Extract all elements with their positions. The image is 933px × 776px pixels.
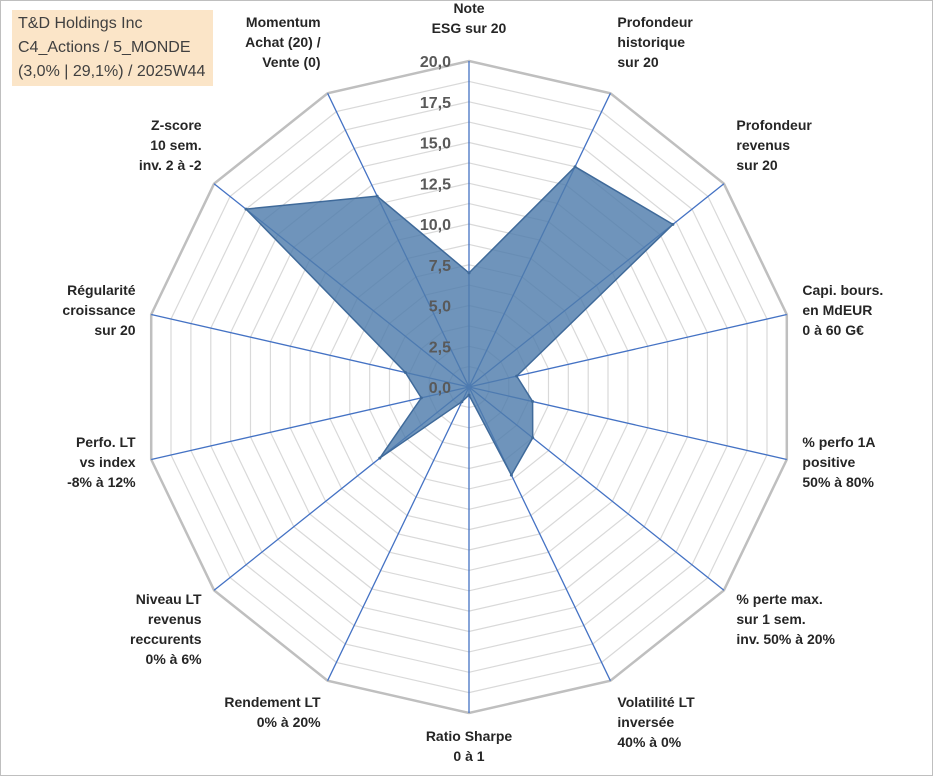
radial-tick-labels: 0,0 2,5 5,0 7,5 10,0 12,5 15,0 17,5 20,0	[420, 54, 451, 397]
spoke-axis	[327, 386, 470, 681]
series-point	[375, 194, 379, 198]
company-name: T&D Holdings Inc	[18, 15, 143, 32]
series-point	[244, 207, 248, 211]
series-point	[467, 271, 471, 275]
series-point	[509, 473, 513, 477]
series-point	[671, 222, 675, 226]
series-point	[403, 371, 407, 374]
category-label-line: 0 à 1	[453, 748, 484, 764]
series-point	[531, 400, 535, 403]
portfolio-name: C4_Actions / 5_MONDE	[18, 39, 191, 56]
category-label-line: sur 20	[94, 322, 135, 338]
spoke-axis	[151, 386, 470, 461]
category-label-line: Achat (20) /	[245, 34, 321, 50]
tick-label: 20,0	[420, 54, 451, 71]
category-label: Régularité croissance sur 20	[62, 282, 135, 338]
stock-info-box: T&D Holdings Inc C4_Actions / 5_MONDE (3…	[12, 10, 214, 86]
category-label: Volatilité LT inversée 40% à 0%	[617, 694, 695, 750]
category-label: Momentum Achat (20) / Vente (0)	[245, 14, 321, 70]
category-label-line: Volatilité LT	[617, 694, 695, 710]
category-label-line: Capi. bours.	[802, 282, 883, 298]
tick-label: 15,0	[420, 136, 451, 153]
category-label-line: inv. 2 à -2	[139, 157, 202, 173]
category-label-line: % perfo 1A	[802, 434, 875, 450]
category-label-line: revenus	[148, 611, 202, 627]
category-label: % perfo 1A positive 50% à 80%	[802, 434, 875, 490]
category-label-line: reccurents	[130, 631, 202, 647]
category-label-line: vs index	[80, 454, 136, 470]
series-point	[460, 400, 464, 404]
category-label-line: Rendement LT	[224, 694, 321, 710]
tick-label: 17,5	[420, 95, 451, 112]
tick-label: 0,0	[429, 380, 451, 397]
category-label-line: 0% à 20%	[257, 714, 321, 730]
category-label: Ratio Sharpe 0 à 1	[426, 728, 513, 764]
tick-label: 2,5	[429, 339, 451, 356]
spoke-axis	[468, 313, 787, 388]
portfolio-stats: (3,0% | 29,1%) / 2025W44	[18, 63, 206, 80]
category-label-line: 50% à 80%	[802, 474, 874, 490]
category-label-line: 40% à 0%	[617, 734, 681, 750]
category-label-line: sur 20	[736, 157, 777, 173]
category-label-line: 0% à 6%	[146, 651, 203, 667]
category-label: Capi. bours. en MdEUR 0 à 60 G€	[802, 282, 883, 338]
category-label-line: 0 à 60 G€	[802, 322, 864, 338]
category-label-line: Profondeur	[736, 117, 812, 133]
category-label-line: Z-score	[151, 117, 202, 133]
category-label-line: inv. 50% à 20%	[736, 631, 835, 647]
category-label-line: revenus	[736, 137, 790, 153]
category-labels: Note ESG sur 20 Profondeur historique sur 20…	[62, 0, 883, 764]
category-label-line: Profondeur	[617, 14, 693, 30]
radar-series	[244, 165, 675, 477]
category-label-line: Ratio Sharpe	[426, 728, 513, 744]
category-label-line: croissance	[62, 302, 135, 318]
category-label-line: inversée	[617, 714, 674, 730]
series-point	[531, 436, 535, 440]
category-label-line: Perfo. LT	[76, 434, 136, 450]
category-label-line: sur 20	[617, 54, 658, 70]
category-label: Z-score 10 sem. inv. 2 à -2	[139, 117, 202, 173]
category-label-line: en MdEUR	[802, 302, 872, 318]
category-label-line: Régularité	[67, 282, 136, 298]
category-label-line: 10 sem.	[150, 137, 201, 153]
tick-label: 7,5	[429, 258, 451, 275]
category-label: Note ESG sur 20	[432, 0, 507, 36]
category-label: Perfo. LT vs index -8% à 12%	[67, 434, 136, 490]
category-label-line: -8% à 12%	[67, 474, 136, 490]
category-label: Rendement LT 0% à 20%	[224, 694, 321, 730]
category-label: Profondeur revenus sur 20	[736, 117, 812, 173]
category-label: Profondeur historique sur 20	[617, 14, 693, 70]
series-area	[244, 165, 675, 477]
series-point	[419, 396, 423, 400]
series-point	[573, 165, 577, 169]
series-point	[515, 374, 519, 378]
category-label-line: Vente (0)	[262, 54, 320, 70]
tick-label: 12,5	[420, 176, 451, 193]
category-label: % perte max. sur 1 sem. inv. 50% à 20%	[736, 591, 835, 647]
category-label-line: sur 1 sem.	[736, 611, 805, 627]
category-label-line: historique	[617, 34, 685, 50]
tick-label: 10,0	[420, 217, 451, 234]
category-label-line: ESG sur 20	[432, 20, 507, 36]
category-label: Niveau LT revenus reccurents 0% à 6%	[130, 591, 202, 667]
category-label-line: % perte max.	[736, 591, 822, 607]
category-label-line: positive	[802, 454, 855, 470]
tick-label: 5,0	[429, 299, 451, 316]
category-label-line: Note	[453, 0, 484, 16]
series-point	[378, 456, 382, 460]
category-label-line: Momentum	[246, 14, 321, 30]
series-point	[467, 393, 471, 397]
category-label-line: Niveau LT	[136, 591, 202, 607]
